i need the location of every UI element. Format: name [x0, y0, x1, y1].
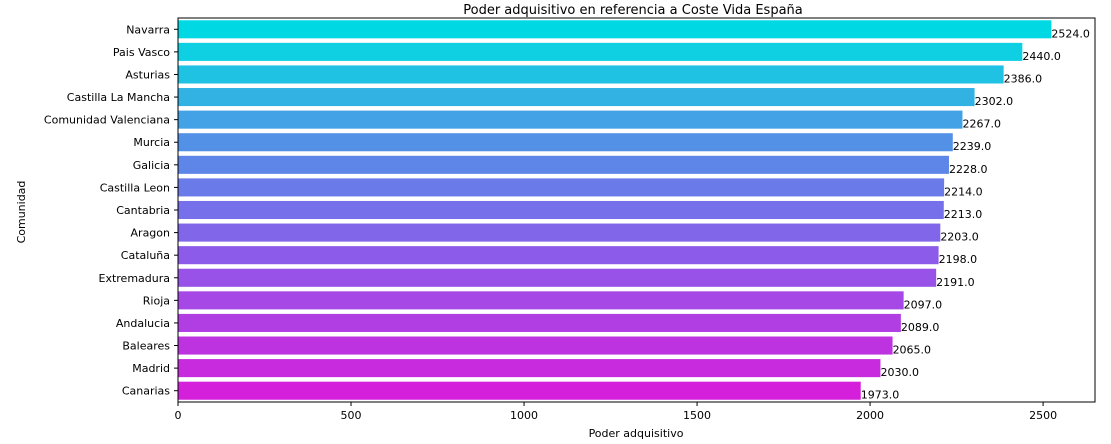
y-tick-label: Asturias [125, 68, 170, 81]
data-label: 2030.0 [880, 366, 919, 379]
bar-galicia [178, 155, 949, 174]
x-tick-label: 2000 [856, 409, 884, 422]
x-tick-label: 1500 [683, 409, 711, 422]
y-tick-label: Castilla La Mancha [67, 91, 170, 104]
x-axis-label: Poder adquisitivo [589, 427, 684, 440]
data-label: 2198.0 [939, 253, 978, 266]
x-tick-label: 1000 [510, 409, 538, 422]
bar-cantabria [178, 200, 944, 220]
data-label: 2213.0 [944, 208, 983, 221]
bar-catalu-a [178, 246, 939, 265]
chart-title: Poder adquisitivo en referencia a Coste … [463, 3, 803, 18]
y-tick-label: Castilla Leon [100, 181, 170, 194]
x-tick-label: 0 [175, 409, 182, 422]
y-tick-label: Madrid [132, 362, 170, 375]
bar-baleares [178, 336, 893, 355]
bars-group [178, 20, 1052, 400]
bar-comunidad-valenciana [178, 110, 963, 129]
y-tick-label: Aragon [131, 227, 171, 240]
y-tick-label: Comunidad Valenciana [44, 114, 170, 127]
y-tick-label: Canarias [122, 385, 170, 398]
data-label: 1973.0 [861, 389, 900, 402]
y-tick-label: Andalucia [116, 317, 170, 330]
bar-murcia [178, 133, 953, 152]
y-tick-label: Galicia [133, 159, 170, 172]
y-tick-label: Baleares [122, 340, 170, 353]
y-tick-label: Cataluña [121, 249, 170, 262]
bar-castilla-la-mancha [178, 88, 975, 107]
data-label: 2065.0 [893, 344, 932, 357]
bar-asturias [178, 65, 1004, 84]
bar-rioja [178, 291, 904, 310]
x-tick-label: 2500 [1029, 409, 1057, 422]
x-tick-label: 500 [341, 409, 362, 422]
data-label: 2524.0 [1051, 27, 1090, 40]
plot-frame [177, 17, 1096, 403]
data-label: 2191.0 [936, 276, 975, 289]
y-tick-label: Cantabria [116, 204, 170, 217]
data-label: 2302.0 [975, 95, 1014, 108]
y-axis-label: Comunidad [15, 181, 28, 244]
data-label: 2440.0 [1022, 50, 1060, 63]
data-label: 2203.0 [940, 231, 979, 244]
data-label: 2097.0 [904, 298, 943, 311]
bar-pais-vasco [178, 42, 1023, 61]
bar-andalucia [178, 313, 901, 332]
y-tick-labels: Navarra Pais Vasco Asturias Castilla La Man… [44, 23, 178, 398]
y-tick-label: Rioja [143, 294, 170, 307]
bar-madrid [178, 359, 881, 378]
y-tick-label: Extremadura [99, 272, 171, 285]
x-ticks: 0 500 1000 1500 2000 2500 [175, 402, 1057, 422]
y-tick-label: Navarra [126, 23, 170, 36]
data-label: 2228.0 [949, 163, 988, 176]
y-tick-label: Murcia [133, 136, 170, 149]
data-label: 2386.0 [1004, 72, 1042, 85]
y-tick-label: Pais Vasco [113, 46, 170, 59]
data-label: 2089.0 [901, 321, 940, 334]
data-label: 2267.0 [962, 118, 1001, 131]
bar-castilla-leon [178, 178, 945, 197]
bar-navarra [178, 20, 1052, 39]
data-labels: 2524.0 2440.0 2386.0 2302.0 2267.0 2239.0 2228… [861, 27, 1090, 401]
data-label: 2239.0 [953, 140, 992, 153]
bar-extremadura [178, 268, 937, 287]
data-label: 2214.0 [944, 185, 983, 198]
bar-canarias [178, 381, 861, 400]
bar-aragon [178, 223, 941, 242]
